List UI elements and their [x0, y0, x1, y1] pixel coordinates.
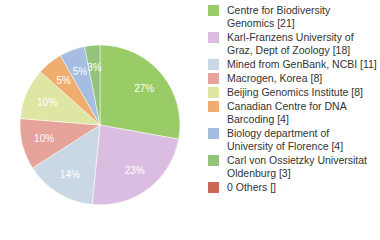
html-text:Mined from GenBank, NCBI [11]: Mined from GenBank, NCBI [11] [227, 58, 377, 70]
svg-text:27%: 27% [134, 83, 154, 94]
svg-text:5%: 5% [57, 75, 72, 86]
html-text:Karl-Franzens University of Gr: Karl-Franzens University of Graz, Dept o… [227, 31, 354, 56]
html-text:Centre for Biodiversity Genomi: Centre for Biodiversity Genomics [21] [227, 4, 331, 29]
svg-text:5%: 5% [73, 66, 88, 77]
html-text:Carl von Ossietzky Universitat: Carl von Ossietzky Universitat Oldenburg… [227, 154, 367, 179]
svg-text:10%: 10% [34, 133, 54, 144]
svg-text:3%: 3% [87, 62, 102, 73]
html-text:Beijing Genomics Institute [8]: Beijing Genomics Institute [8] [227, 86, 363, 98]
svg-text:23%: 23% [125, 165, 145, 176]
html-text:0 Others []: 0 Others [] [227, 181, 276, 193]
svg-text:14%: 14% [60, 169, 80, 180]
html-text:Macrogen, Korea [8]: Macrogen, Korea [8] [227, 72, 323, 84]
svg-text:10%: 10% [37, 97, 57, 108]
html-text:Biology department of Universi: Biology department of University of Flor… [227, 127, 344, 152]
html-text:Canadian Centre for DNA Barcod: Canadian Centre for DNA Barcoding [4] [227, 100, 347, 125]
